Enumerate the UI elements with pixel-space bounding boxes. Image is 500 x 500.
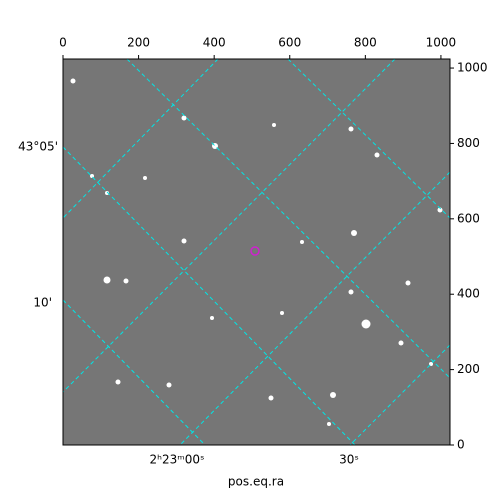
y-tick-label: 800 [457,136,480,150]
y-tick-label: 400 [457,287,480,301]
y-tick-label: 600 [457,211,480,225]
target-marker [250,246,260,256]
x-axis-label: pos.eq.ra [228,475,284,489]
sky-image [63,59,450,445]
coordinate-grid [63,59,450,445]
x-tick-label: 1000 [426,36,457,50]
y-tick-label: 200 [457,362,480,376]
x-tick-label: 400 [203,36,226,50]
ra-tick-label: 30ˢ [339,453,359,467]
x-tick-label: 200 [127,36,150,50]
dec-tick-label: 43°05' [18,140,58,154]
ra-tick-label: 2ʰ23ᵐ00ˢ [150,453,205,467]
y-tick-label: 0 [457,438,465,452]
frame [62,58,451,446]
x-tick-label: 800 [354,36,377,50]
x-tick-label: 600 [278,36,301,50]
stars [70,78,443,426]
dec-tick-label: 10' [33,296,52,310]
y-tick-label: 1000 [457,61,488,75]
x-tick-label: 0 [59,36,67,50]
